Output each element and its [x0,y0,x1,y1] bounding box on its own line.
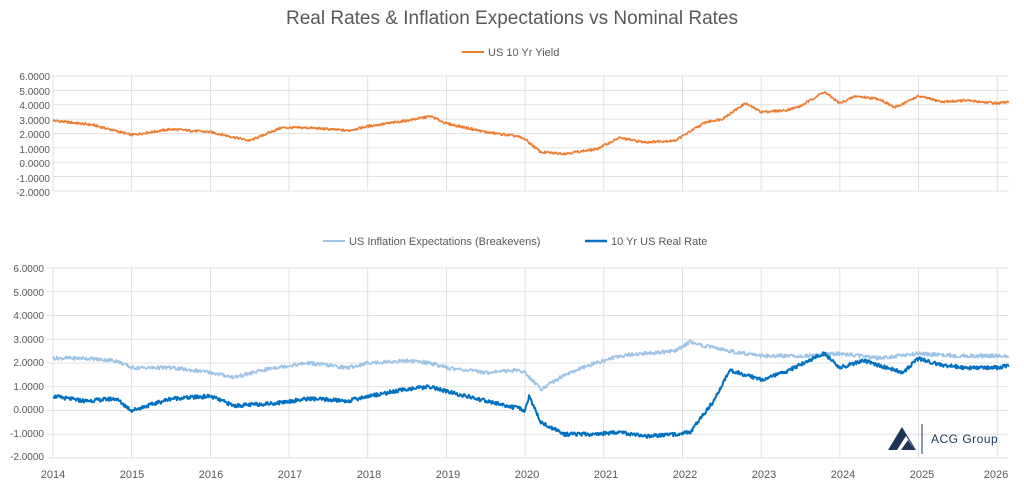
real-rate-line [52,351,1010,439]
x-tick: 2014 [41,469,65,481]
top-y-tick: 3.0000 [19,116,50,127]
legend-label-nominal: US 10 Yr Yield [488,47,559,59]
x-tick: 2018 [357,469,381,481]
bottom-y-tick: -1.0000 [10,429,44,440]
legend-bottom: US Inflation Expectations (Breakevens) 1… [323,236,707,248]
x-tick: 2026 [984,469,1008,481]
x-tick: 2016 [199,469,223,481]
bottom-y-tick: 1.0000 [13,382,44,393]
x-axis: 2014 2015 2016 2017 2018 2019 2020 2021 … [41,469,1008,481]
x-tick: 2025 [910,469,934,481]
x-tick: 2024 [831,469,855,481]
x-tick: 2019 [436,469,460,481]
legend-top: US 10 Yr Yield [462,47,559,59]
top-y-tick: 1.0000 [19,145,50,156]
top-y-tick: 2.0000 [19,130,50,141]
top-y-tick: 5.0000 [19,87,50,98]
bottom-y-tick: -2.0000 [10,452,44,463]
x-tick: 2021 [594,469,618,481]
x-tick: 2015 [120,469,144,481]
x-tick: 2022 [673,469,697,481]
legend-label-real: 10 Yr US Real Rate [611,236,707,248]
top-y-tick: -2.0000 [16,188,50,199]
x-tick: 2020 [515,469,539,481]
x-tick: 2023 [752,469,776,481]
legend-label-breakeven: US Inflation Expectations (Breakevens) [349,236,540,248]
top-y-axis: 6.0000 5.0000 4.0000 3.0000 2.0000 1.000… [16,72,50,199]
bottom-y-tick: 4.0000 [13,311,44,322]
top-y-tick: 0.0000 [19,159,50,170]
breakeven-line [52,339,1010,392]
top-y-tick: 4.0000 [19,101,50,112]
nominal-yield-line [52,91,1010,156]
logo-text: ACG Group [931,432,999,446]
x-tick: 2017 [278,469,302,481]
bottom-y-axis: 6.0000 5.0000 4.0000 3.0000 2.0000 1.000… [10,264,44,463]
bottom-y-tick: 3.0000 [13,335,44,346]
bottom-y-tick: 2.0000 [13,358,44,369]
bottom-y-tick: 5.0000 [13,288,44,299]
bottom-y-tick: 6.0000 [13,264,44,275]
bottom-y-tick: 0.0000 [13,405,44,416]
top-y-tick: -1.0000 [16,174,50,185]
acg-logo-icon [888,424,923,454]
top-y-tick: 6.0000 [19,72,50,83]
chart-title: Real Rates & Inflation Expectations vs N… [286,8,738,29]
